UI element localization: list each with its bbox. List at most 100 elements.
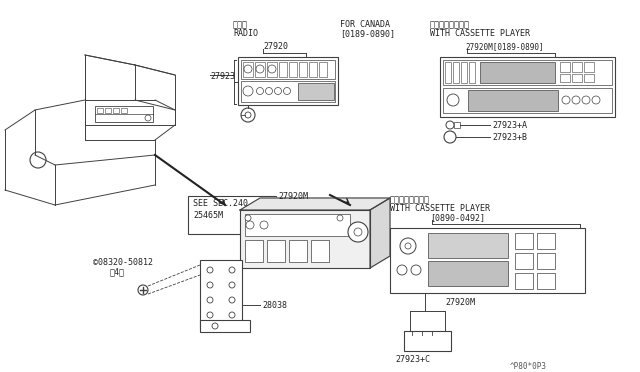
Circle shape	[207, 297, 213, 303]
Circle shape	[243, 86, 253, 96]
Bar	[515, 273, 533, 289]
Text: 25465M: 25465M	[193, 211, 223, 220]
Bar	[299, 62, 307, 77]
Circle shape	[245, 215, 251, 221]
Circle shape	[30, 152, 46, 168]
Text: WITH CASSETTE PLAYER: WITH CASSETTE PLAYER	[430, 29, 530, 38]
Circle shape	[229, 282, 235, 288]
Bar	[289, 62, 297, 77]
Circle shape	[260, 221, 268, 229]
Circle shape	[275, 87, 282, 94]
Bar	[584, 74, 594, 82]
Bar	[461, 62, 467, 83]
Text: 27923+B: 27923+B	[492, 133, 527, 142]
Circle shape	[257, 87, 264, 94]
Bar	[121, 108, 127, 113]
Text: 27923+C: 27923+C	[395, 355, 430, 364]
Bar	[453, 62, 459, 83]
Circle shape	[145, 115, 151, 121]
Bar	[113, 108, 119, 113]
Bar	[454, 122, 460, 128]
Text: ^P80*0P3: ^P80*0P3	[510, 362, 547, 371]
Circle shape	[337, 215, 343, 221]
Text: 27920M: 27920M	[278, 192, 308, 201]
Circle shape	[138, 285, 148, 295]
Bar	[240, 210, 370, 268]
Circle shape	[411, 265, 421, 275]
Polygon shape	[240, 198, 390, 210]
Bar	[188, 196, 276, 234]
Text: カセット付ラジオ: カセット付ラジオ	[390, 195, 430, 204]
Circle shape	[268, 65, 276, 73]
Text: 27920: 27920	[263, 42, 288, 51]
Bar	[200, 320, 250, 332]
Bar	[428, 233, 508, 258]
Bar	[279, 62, 287, 77]
Text: ©08320-50812: ©08320-50812	[93, 258, 153, 267]
Circle shape	[207, 282, 213, 288]
Circle shape	[241, 108, 255, 122]
Bar	[245, 240, 263, 262]
Bar	[311, 240, 329, 262]
Bar	[445, 62, 451, 83]
Bar	[572, 62, 582, 72]
Bar	[276, 213, 283, 219]
Circle shape	[266, 87, 273, 94]
Text: WITH CASSETTE PLAYER: WITH CASSETTE PLAYER	[390, 204, 490, 213]
Circle shape	[244, 65, 252, 73]
Bar	[515, 253, 533, 269]
Bar	[515, 233, 533, 249]
Bar	[238, 57, 338, 105]
Circle shape	[229, 312, 235, 318]
Circle shape	[354, 228, 362, 236]
Bar	[243, 62, 253, 77]
Text: 27920M[0189-0890]: 27920M[0189-0890]	[465, 42, 543, 51]
Bar	[428, 261, 508, 286]
Circle shape	[229, 267, 235, 273]
Circle shape	[562, 96, 570, 104]
Circle shape	[582, 96, 590, 104]
Text: FOR CANADA: FOR CANADA	[340, 20, 390, 29]
Bar	[298, 83, 334, 100]
Text: [0189-0890]: [0189-0890]	[340, 29, 395, 38]
Bar	[200, 260, 242, 328]
Circle shape	[256, 65, 264, 73]
Bar	[245, 214, 350, 236]
Bar	[537, 253, 555, 269]
Circle shape	[229, 297, 235, 303]
Bar	[309, 62, 317, 77]
Circle shape	[447, 94, 459, 106]
Circle shape	[592, 96, 600, 104]
Text: カセット付ラジオ: カセット付ラジオ	[430, 20, 470, 29]
Bar	[267, 62, 277, 77]
Circle shape	[348, 222, 368, 242]
Bar	[560, 74, 570, 82]
Text: [0890-0492]: [0890-0492]	[430, 213, 485, 222]
Circle shape	[284, 87, 291, 94]
Bar	[443, 60, 612, 85]
Circle shape	[212, 323, 218, 329]
Bar	[241, 60, 335, 79]
Circle shape	[246, 221, 254, 229]
Bar	[480, 62, 555, 83]
Bar	[95, 106, 153, 122]
Text: 28038: 28038	[262, 301, 287, 310]
Bar	[241, 81, 335, 102]
Polygon shape	[370, 198, 390, 268]
Circle shape	[207, 267, 213, 273]
Text: ラジオ: ラジオ	[233, 20, 248, 29]
Text: SEE SEC.240: SEE SEC.240	[193, 199, 248, 208]
Bar	[469, 62, 475, 83]
Text: 27920M: 27920M	[445, 298, 475, 307]
Text: RADIO: RADIO	[233, 29, 258, 38]
Circle shape	[446, 121, 454, 129]
Bar	[584, 62, 594, 72]
Bar	[255, 62, 265, 77]
Bar	[319, 62, 327, 77]
Bar	[468, 90, 558, 111]
Circle shape	[397, 265, 407, 275]
Circle shape	[245, 112, 251, 118]
Bar	[440, 57, 615, 117]
Bar	[560, 62, 570, 72]
Bar	[572, 74, 582, 82]
